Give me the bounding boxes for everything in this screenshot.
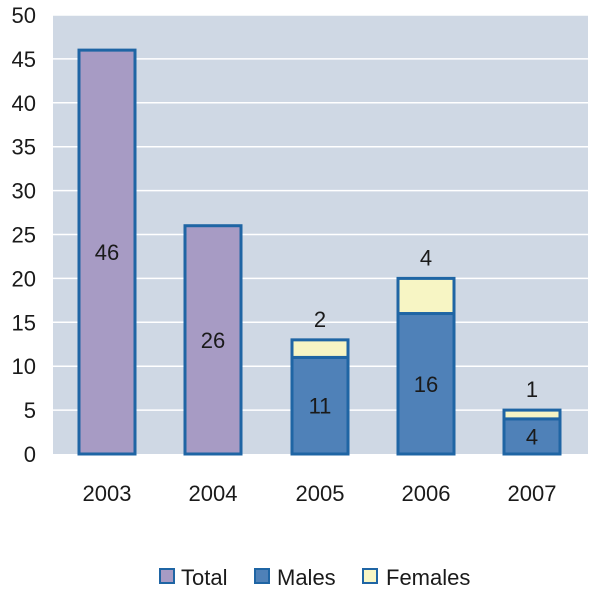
y-tick-label: 50	[12, 3, 36, 28]
x-tick-label: 2007	[508, 481, 557, 506]
data-label: 2	[314, 307, 326, 332]
legend-label-males: Males	[277, 565, 336, 590]
data-label: 1	[526, 377, 538, 402]
x-tick-label: 2004	[189, 481, 238, 506]
axes: 0 5 10 15 20 25 30 35 40 45 50 2003 2004 2005 2006 2007	[12, 3, 557, 506]
legend: Total Males Females	[159, 565, 470, 590]
bar-males-2005	[290, 355, 350, 456]
bar-females-2007	[502, 408, 562, 421]
y-tick-label: 40	[12, 91, 36, 116]
bars	[77, 48, 562, 456]
bar-total-2003	[77, 48, 137, 456]
bar-females-2005	[290, 338, 350, 359]
y-tick-label: 30	[12, 179, 36, 204]
legend-swatch-total	[159, 568, 175, 584]
data-label: 16	[414, 372, 438, 397]
y-tick-label: 20	[12, 266, 36, 291]
y-tick-label: 15	[12, 310, 36, 335]
data-label: 4	[420, 245, 432, 270]
bar-males-2007	[502, 417, 562, 456]
x-tick-label: 2005	[296, 481, 345, 506]
legend-label-total: Total	[181, 565, 227, 590]
legend-label-females: Females	[386, 565, 470, 590]
bar-total-2004	[183, 224, 243, 456]
x-tick-label: 2006	[402, 481, 451, 506]
y-tick-label: 25	[12, 223, 36, 248]
y-tick-label: 35	[12, 135, 36, 160]
bar-males-2006	[396, 312, 456, 456]
bar-females-2006	[396, 276, 456, 316]
data-labels: 46 26 11 2 16 4 4 1	[95, 240, 538, 449]
y-tick-label: 10	[12, 354, 36, 379]
data-label: 11	[309, 394, 332, 419]
data-label: 26	[201, 328, 225, 353]
y-tick-label: 5	[24, 398, 36, 423]
data-label: 4	[526, 424, 538, 449]
y-tick-label: 45	[12, 47, 36, 72]
legend-swatch-females	[362, 568, 378, 584]
x-tick-label: 2003	[83, 481, 132, 506]
legend-swatch-males	[254, 568, 270, 584]
data-label: 46	[95, 240, 119, 265]
y-tick-label: 0	[24, 442, 36, 467]
